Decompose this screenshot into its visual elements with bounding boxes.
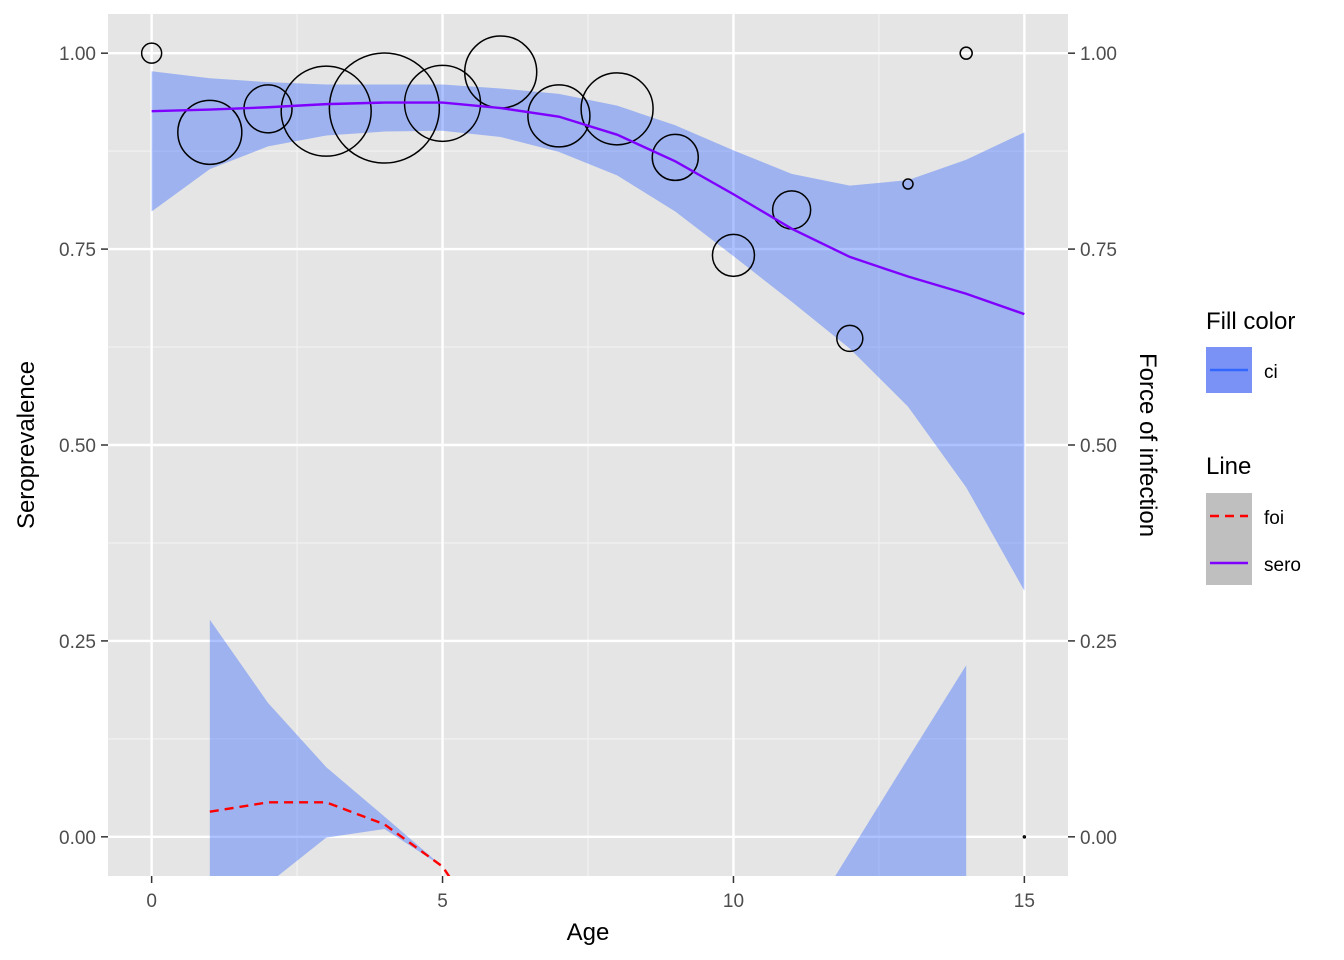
secondary-y-axis-label: Force of infection	[1134, 353, 1161, 537]
data-point	[177, 99, 243, 166]
data-point	[328, 52, 441, 164]
x-tick-label: 10	[723, 891, 744, 912]
data-point	[711, 233, 756, 278]
y2-tick-label: 0.00	[1080, 828, 1117, 849]
legend-title-fill: Fill color	[1206, 308, 1295, 335]
foi-ci-band-tail	[835, 665, 967, 876]
y-tick-label: 0.25	[59, 632, 96, 653]
foi-line	[209, 801, 451, 876]
legend: Fill color ci Line foi sero	[1206, 308, 1301, 585]
legend-label-foi: foi	[1264, 508, 1284, 529]
y-tick-label: 1.00	[59, 44, 96, 65]
y2-tick-label: 0.25	[1080, 632, 1117, 653]
y2-tick-label: 0.50	[1080, 436, 1117, 457]
y-tick-label: 0.50	[59, 436, 96, 457]
legend-title-line: Line	[1206, 453, 1251, 480]
foi-ci-band	[209, 619, 448, 876]
y2-tick-label: 0.75	[1080, 240, 1117, 261]
legend-key-ci	[1206, 347, 1252, 393]
legend-label-sero: sero	[1264, 555, 1301, 576]
x-axis-label: Age	[567, 919, 610, 946]
x-tick-label: 5	[437, 891, 448, 912]
y2-tick-label: 1.00	[1080, 44, 1117, 65]
legend-label-ci: ci	[1264, 362, 1278, 383]
data-point	[959, 46, 973, 60]
data-point	[836, 324, 864, 353]
axes: 0 5 10 15 0.00 0.00 0.25 0.25 0.50 0.50 0.75 0.75 1.…	[59, 44, 1117, 912]
confidence-bands	[151, 71, 1025, 876]
legend-keys-line	[1206, 493, 1252, 585]
data-point	[527, 84, 591, 148]
data-point	[651, 133, 700, 182]
y-axis-label: Seroprevalence	[13, 361, 40, 529]
x-tick-label: 15	[1014, 891, 1035, 912]
sero-line	[151, 101, 1025, 316]
data-point	[580, 72, 654, 146]
data-point	[280, 65, 372, 157]
data-point	[140, 42, 163, 64]
y-tick-label: 0.00	[59, 828, 96, 849]
sero-ci-band	[151, 71, 1025, 591]
x-tick-label: 0	[146, 891, 157, 912]
data-point	[902, 178, 914, 190]
major-gridlines	[108, 14, 1068, 876]
fitted-lines	[151, 101, 1025, 876]
y-tick-label: 0.75	[59, 240, 96, 261]
data-point	[1022, 835, 1027, 839]
